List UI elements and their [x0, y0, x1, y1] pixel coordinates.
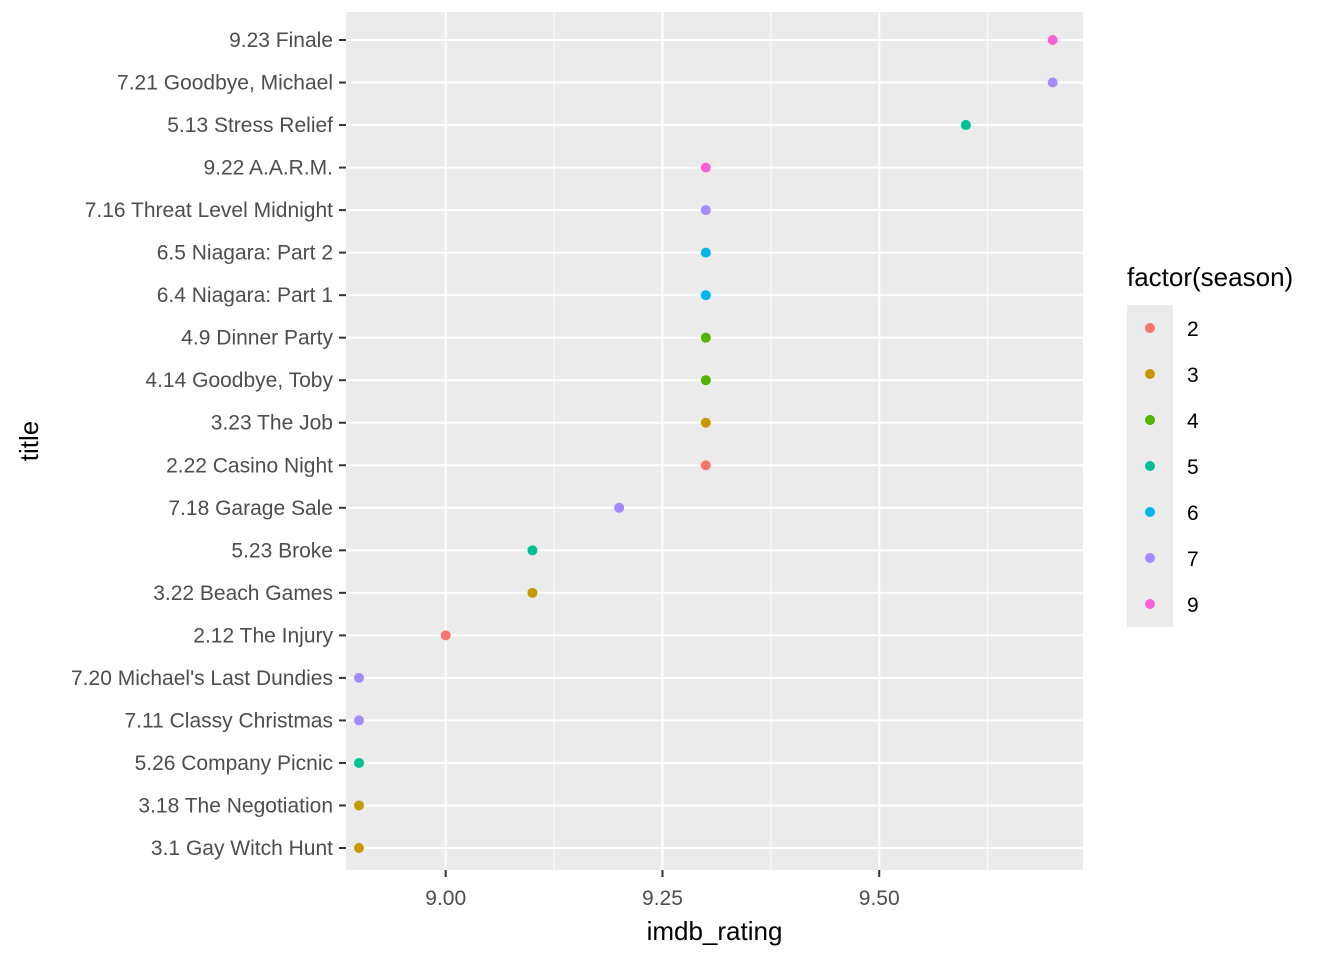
y-tick-label: 7.21 Goodbye, Michael: [117, 72, 333, 95]
y-tick-label: 2.22 Casino Night: [166, 454, 333, 477]
x-axis: 9.00 9.25 9.50: [425, 870, 900, 910]
y-tick-label: 7.11 Classy Christmas: [124, 709, 333, 732]
y-tick-label: 9.23 Finale: [229, 29, 333, 52]
data-point: [527, 545, 538, 556]
y-tick-label: 7.16 Threat Level Midnight: [85, 199, 333, 222]
y-axis: 9.23 Finale 7.21 Goodbye, Michael 5.13 Str…: [71, 29, 346, 860]
legend-label: 4: [1187, 410, 1199, 433]
data-point: [700, 162, 711, 173]
data-point: [614, 502, 625, 513]
data-point: [700, 205, 711, 216]
x-tick-label: 9.25: [642, 887, 683, 910]
legend: factor(season) 2 3 4 5 6 7 9: [1127, 262, 1293, 627]
legend-key: [1145, 507, 1155, 517]
legend-label: 3: [1187, 364, 1199, 387]
data-point: [527, 587, 538, 598]
legend-label: 9: [1187, 594, 1199, 617]
legend-key: [1145, 415, 1155, 425]
legend-label: 6: [1187, 502, 1199, 525]
data-point: [700, 460, 711, 471]
y-tick-label: 3.18 The Negotiation: [138, 794, 333, 817]
y-tick-label: 3.23 The Job: [211, 412, 333, 435]
legend-label: 5: [1187, 456, 1199, 479]
y-tick-label: 5.23 Broke: [231, 539, 333, 562]
y-tick-label: 7.20 Michael's Last Dundies: [71, 667, 333, 690]
y-tick-label: 4.14 Goodbye, Toby: [145, 369, 333, 392]
minor-gridlines: [553, 12, 989, 870]
x-tick-label: 9.00: [425, 887, 466, 910]
plot-panel: [346, 12, 1083, 870]
legend-key: [1145, 553, 1155, 563]
y-tick-label: 2.12 The Injury: [193, 624, 333, 647]
data-point: [1047, 35, 1058, 45]
legend-label: 7: [1187, 548, 1199, 571]
data-point: [440, 630, 451, 641]
data-points: [354, 35, 1058, 853]
data-point: [354, 843, 365, 853]
legend-title: factor(season): [1127, 262, 1293, 292]
legend-key: [1145, 323, 1155, 333]
y-tick-label: 9.22 A.A.R.M.: [203, 157, 333, 180]
x-axis-title: imdb_rating: [647, 916, 783, 946]
y-tick-label: 3.1 Gay Witch Hunt: [151, 837, 333, 860]
data-point: [700, 375, 711, 386]
legend-key: [1145, 369, 1155, 379]
data-point: [354, 715, 365, 726]
x-tick-label: 9.50: [859, 887, 900, 910]
y-tick-label: 6.5 Niagara: Part 2: [157, 242, 333, 265]
y-tick-label: 5.13 Stress Relief: [167, 114, 333, 137]
data-point: [960, 120, 971, 131]
data-point: [700, 290, 711, 301]
y-tick-label: 4.9 Dinner Party: [181, 327, 333, 350]
data-point: [354, 800, 365, 811]
data-point: [700, 332, 711, 343]
y-axis-title: title: [14, 421, 44, 461]
major-gridlines: [346, 12, 1083, 870]
legend-label: 2: [1187, 318, 1199, 341]
legend-key: [1145, 461, 1155, 471]
y-tick-label: 5.26 Company Picnic: [135, 752, 333, 775]
legend-items: 2 3 4 5 6 7 9: [1145, 318, 1199, 617]
y-tick-label: 3.22 Beach Games: [153, 582, 333, 605]
data-point: [700, 247, 711, 258]
y-tick-label: 7.18 Garage Sale: [168, 497, 333, 520]
legend-key: [1145, 599, 1155, 609]
data-point: [700, 417, 711, 428]
data-point: [1047, 77, 1058, 88]
data-point: [354, 672, 365, 683]
y-tick-label: 6.4 Niagara: Part 1: [157, 284, 333, 307]
data-point: [354, 757, 365, 768]
